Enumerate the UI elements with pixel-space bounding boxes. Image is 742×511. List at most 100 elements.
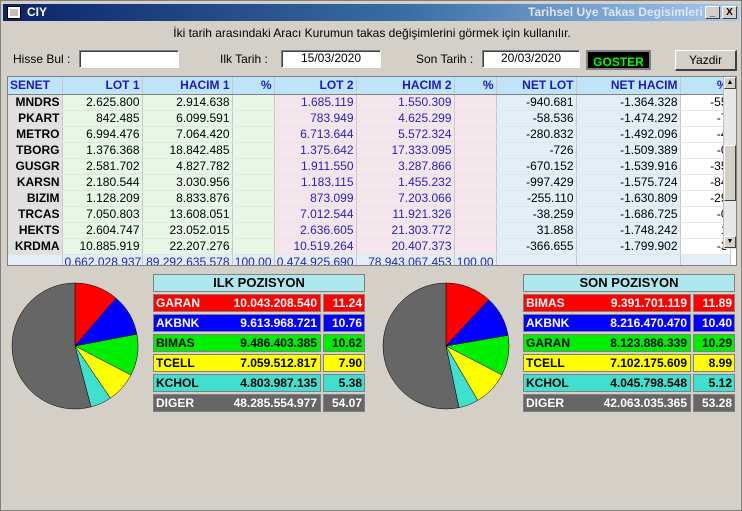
position-row: DIGER 42.063.035.365 53.28 (523, 394, 735, 412)
position-symbol: AKBNK (526, 316, 570, 330)
table-row[interactable]: TRCAS 7.050.803 13.608.051 7.012.544 11.921.… (8, 206, 731, 223)
position-name-value: KCHOL 4.803.987.135 (153, 374, 321, 392)
position-symbol: TCELL (156, 356, 195, 370)
lot2-cell: 10.519.264 (274, 238, 357, 255)
hacim1-cell: 2.914.638 (142, 94, 233, 111)
net-lot-cell: 31.858 (496, 222, 577, 239)
position-row: AKBNK 9.613.968.721 10.76 (153, 314, 365, 332)
column-header[interactable]: % (454, 77, 497, 95)
lot1-cell: 10.885.919 (62, 238, 143, 255)
position-percent: 5.12 (693, 374, 735, 392)
hacim2-cell: 3.287.866 (356, 158, 455, 175)
pct1-cell (232, 94, 275, 111)
position-symbol: TCELL (526, 356, 565, 370)
column-header[interactable]: % (680, 77, 731, 95)
net-pct-cell: -7 (680, 110, 731, 127)
yazdir-button[interactable]: Yazdir (675, 50, 737, 71)
position-value: 42.063.035.365 (603, 396, 687, 410)
hacim2-cell: 21.303.772 (356, 222, 455, 239)
scroll-thumb[interactable] (724, 145, 736, 201)
position-value: 10.043.208.540 (233, 296, 317, 310)
pct1-cell (232, 158, 275, 175)
pct2-cell (454, 158, 497, 175)
net-lot-cell: -366.655 (496, 238, 577, 255)
column-header[interactable]: LOT 1 (62, 77, 143, 95)
table-row[interactable]: MNDRS 2.625.800 2.914.638 1.685.119 1.550.30… (8, 94, 731, 111)
net-hacim-cell: -1.474.292 (576, 110, 681, 127)
vertical-scrollbar[interactable]: ▲ ▼ (723, 77, 736, 249)
hacim1-cell: 6.099.591 (142, 110, 233, 127)
hacim2-cell: 1.550.309 (356, 94, 455, 111)
scroll-down-icon[interactable]: ▼ (724, 236, 736, 248)
column-header[interactable]: SENET (8, 77, 63, 95)
position-row: GARAN 10.043.208.540 11.24 (153, 294, 365, 312)
net-hacim-cell: -1.630.809 (576, 190, 681, 207)
total-cell (576, 254, 681, 265)
table-row[interactable]: METRO 6.994.476 7.064.420 6.713.644 5.572.32… (8, 126, 731, 143)
hacim1-cell: 22.207.276 (142, 238, 233, 255)
pct2-cell (454, 222, 497, 239)
pct2-cell (454, 126, 497, 143)
hacim1-cell: 23.052.015 (142, 222, 233, 239)
scroll-up-icon[interactable]: ▲ (724, 77, 736, 89)
table-row[interactable]: PKART 842.485 6.099.591 783.949 4.625.299 -58… (8, 110, 731, 127)
position-row: AKBNK 8.216.470.470 10.40 (523, 314, 735, 332)
lot2-cell: 1.911.550 (274, 158, 357, 175)
senet-cell: MNDRS (8, 94, 63, 111)
position-symbol: KCHOL (526, 376, 569, 390)
position-percent: 10.40 (693, 314, 735, 332)
table-row[interactable]: KRDMA 10.885.919 22.207.276 10.519.264 20.40… (8, 238, 731, 255)
lot1-cell: 842.485 (62, 110, 143, 127)
column-header[interactable]: % (232, 77, 275, 95)
table-row[interactable]: TBORG 1.376.368 18.842.485 1.375.642 17.333.… (8, 142, 731, 159)
total-cell: 0.474.925.690 (274, 254, 357, 265)
net-lot-cell: -940.681 (496, 94, 577, 111)
position-row: TCELL 7.059.512.817 7.90 (153, 354, 365, 372)
column-header[interactable]: HACIM 1 (142, 77, 233, 95)
hacim1-cell: 3.030.956 (142, 174, 233, 191)
goster-button[interactable]: GOSTER (586, 50, 651, 70)
minimize-button[interactable]: _ (705, 6, 720, 19)
position-row: GARAN 8.123.886.339 10.29 (523, 334, 735, 352)
position-percent: 5.38 (323, 374, 365, 392)
position-value: 4.803.987.135 (240, 376, 317, 390)
position-symbol: BIMAS (156, 336, 195, 350)
pct1-cell (232, 222, 275, 239)
pct2-cell (454, 238, 497, 255)
column-header[interactable]: NET HACIM (576, 77, 681, 95)
son-tarih-input[interactable]: 20/03/2020 (482, 50, 580, 68)
data-grid[interactable]: SENET LOT 1 HACIM 1 % LOT 2 HACIM 2 % NE… (7, 76, 737, 266)
close-button[interactable]: X (722, 6, 737, 19)
lot2-cell: 1.685.119 (274, 94, 357, 111)
position-symbol: GARAN (526, 336, 570, 350)
window-title: Tarihsel Uye Takas Degisimleri (528, 5, 703, 19)
table-row[interactable]: GUSGR 2.581.702 4.827.782 1.911.550 3.287.86… (8, 158, 731, 175)
hacim2-cell: 5.572.324 (356, 126, 455, 143)
hacim2-cell: 4.625.299 (356, 110, 455, 127)
net-hacim-cell: -1.492.096 (576, 126, 681, 143)
net-pct-cell: -35 (680, 158, 731, 175)
hacim2-cell: 1.455.232 (356, 174, 455, 191)
hacim1-cell: 8.833.876 (142, 190, 233, 207)
net-hacim-cell: -1.748.242 (576, 222, 681, 239)
column-header[interactable]: HACIM 2 (356, 77, 455, 95)
lot1-cell: 1.376.368 (62, 142, 143, 159)
position-name-value: DIGER 48.285.554.977 (153, 394, 321, 412)
position-row: BIMAS 9.486.403.385 10.62 (153, 334, 365, 352)
ilk-tarih-input[interactable]: 15/03/2020 (281, 50, 381, 68)
column-header[interactable]: LOT 2 (274, 77, 357, 95)
position-symbol: KCHOL (156, 376, 199, 390)
title-bar[interactable]: CIY Tarihsel Uye Takas Degisimleri _ X (3, 4, 739, 21)
position-value: 9.613.968.721 (240, 316, 317, 330)
position-percent: 10.29 (693, 334, 735, 352)
hisse-search-input[interactable] (79, 50, 179, 68)
table-row[interactable]: HEKTS 2.604.747 23.052.015 2.636.605 21.303.… (8, 222, 731, 239)
position-name-value: BIMAS 9.486.403.385 (153, 334, 321, 352)
table-row[interactable]: KARSN 2.180.544 3.030.956 1.183.115 1.455.23… (8, 174, 731, 191)
table-row[interactable]: BIZIM 1.128.209 8.833.876 873.099 7.203.066 -… (8, 190, 731, 207)
position-row: KCHOL 4.803.987.135 5.38 (153, 374, 365, 392)
position-value: 8.123.886.339 (610, 336, 687, 350)
position-value: 4.045.798.548 (610, 376, 687, 390)
column-header[interactable]: NET LOT (496, 77, 577, 95)
